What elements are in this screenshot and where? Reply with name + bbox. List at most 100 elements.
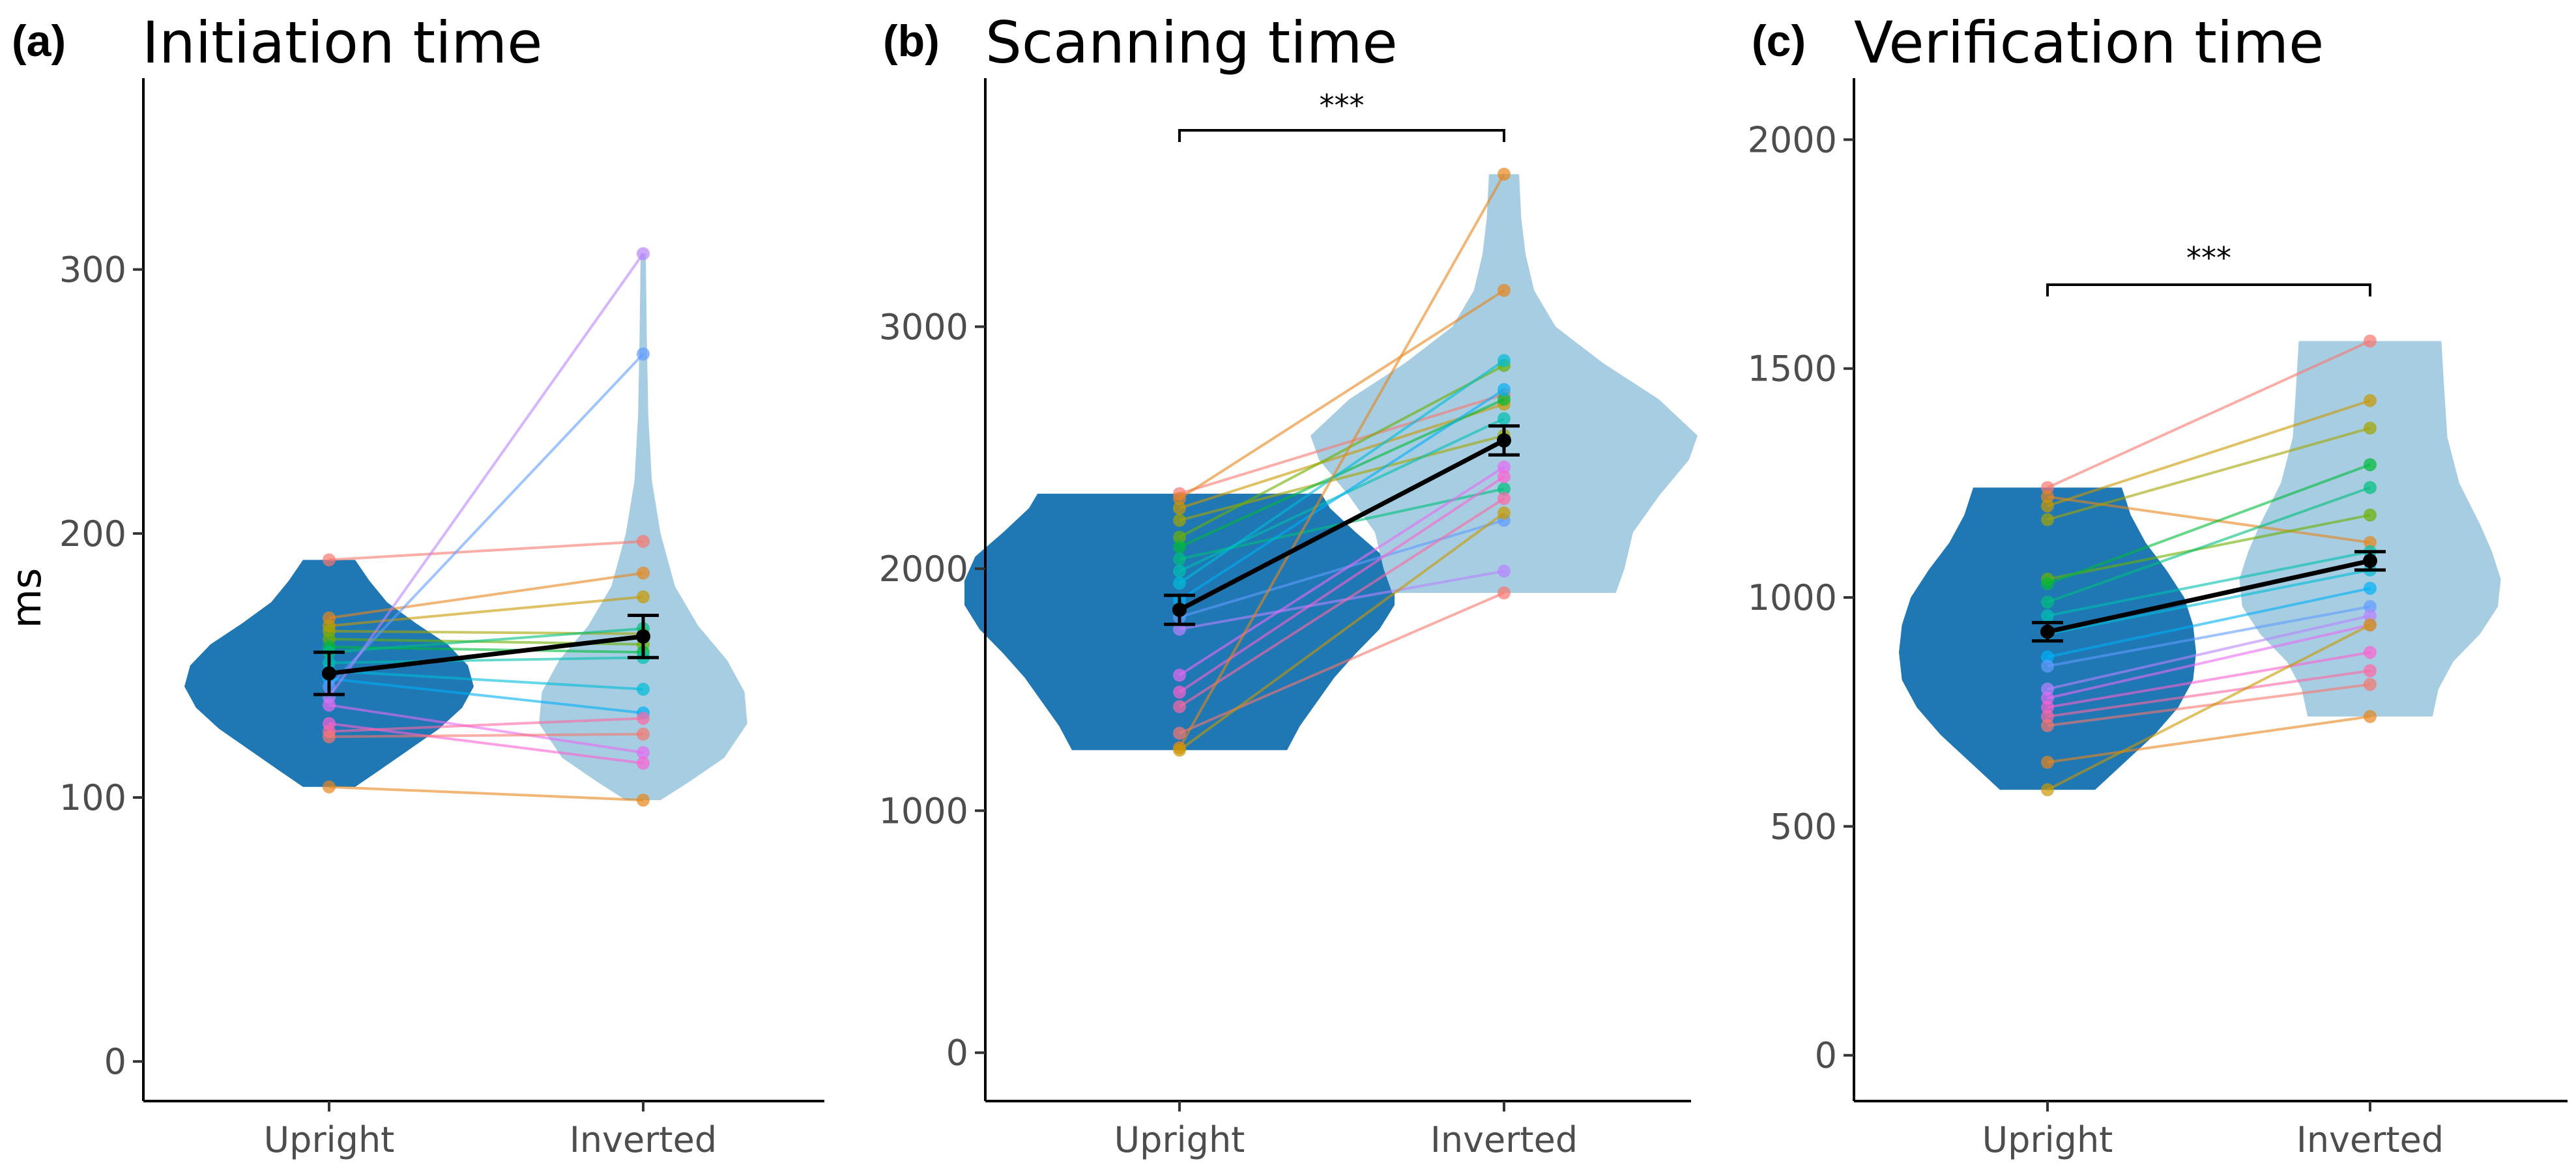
participant-point [2364,394,2377,407]
participant-point [1173,502,1186,515]
mean-line [328,634,644,676]
significance-label: *** [1320,88,1365,123]
plot-area: *** 0 1000 2000 3000 [879,78,1698,1111]
participant-point [2364,458,2377,472]
violin-inverted [539,253,747,801]
mean-point [2040,624,2055,639]
participant-line [328,677,644,715]
participant-line [1178,476,1505,693]
participant-point [1173,564,1186,578]
participant-point [2364,646,2377,659]
panel-letter: (a) [12,16,66,66]
participant-point [1498,354,1511,367]
participant-line [2047,339,2371,489]
y-tick-label: 1000 [1748,577,1837,618]
y-tick-label: 300 [59,250,126,291]
significance-label: *** [2186,240,2231,276]
panel-title: Verification time [1854,9,2324,76]
plot-area: 0 100 200 300 [59,78,824,1111]
participant-line [2047,683,2371,727]
mean-point [322,666,336,681]
participant-line [1178,289,1505,500]
participant-line [1179,403,1505,509]
participant-line [328,717,644,733]
participant-line [328,785,644,802]
participant-point [637,794,650,807]
participant-point [1498,460,1511,474]
participant-point [1498,564,1511,578]
participant-point [323,780,336,794]
x-tick-label-inverted: Inverted [570,1119,717,1160]
participant-line [1179,519,1505,619]
participant-point [1173,577,1186,590]
participant-point [1173,668,1186,682]
significance-bracket [1178,129,1505,142]
participant-point [2364,508,2377,522]
participant-point [1173,530,1186,544]
mean-line [1178,438,1505,612]
y-tick-label: 0 [104,1041,126,1082]
participant-point [2041,659,2054,673]
y-tick-label: 200 [59,513,126,554]
participant-point [2041,756,2054,769]
participant-point [1498,383,1511,396]
participant-point [1498,412,1511,425]
participant-line [2047,651,2371,709]
participant-line [2047,427,2371,521]
panel-letter: (c) [1752,16,1806,66]
participant-point [637,534,650,548]
participant-line [328,253,644,698]
participant-point [637,746,650,760]
participant-point [323,553,336,567]
y-tick-label: 2000 [1748,119,1837,160]
participant-line [2047,486,2371,603]
participant-point [2041,700,2054,714]
participant-line [2047,587,2371,659]
significance-bracket [2046,283,2371,296]
participant-point [1173,492,1186,506]
participant-line [328,571,644,620]
participant-point [2041,490,2054,504]
participant-point [2364,334,2377,348]
participant-line [1178,173,1505,749]
participant-line [1179,393,1505,495]
panel-b: (b) Scanning time *** 0 1000 2000 3000 Uprig… [879,9,1698,1160]
participant-point [2364,678,2377,691]
participant-point [2041,481,2054,495]
participant-line [2047,614,2371,691]
participant-line [1179,364,1505,539]
mean-point [636,629,650,644]
participant-point [1498,392,1511,406]
participant-line [1179,434,1505,522]
participant-line [2047,399,2371,508]
panel-c: (c) Verification time *** 0 500 1000 1500 200… [1748,9,2568,1160]
panel-title: Initiation time [142,9,542,76]
participant-point [637,682,650,696]
participant-line [2047,624,2371,700]
participant-point [2364,581,2377,595]
participant-point [1173,726,1186,740]
participant-line [2047,715,2371,764]
participant-point [2364,536,2377,549]
participant-point [637,727,650,741]
participant-line [1178,511,1505,752]
participant-point [2041,609,2054,623]
participant-point [1173,700,1186,713]
mean-point [1497,433,1511,448]
participant-point [2041,691,2054,705]
participant-point [1498,283,1511,297]
participant-point [637,347,650,361]
participant-point [1173,552,1186,566]
mean-point [1172,603,1187,617]
y-tick-label: 0 [1815,1035,1837,1076]
y-axis-label: ms [3,568,50,629]
participant-line [1178,466,1505,676]
participant-point [2041,595,2054,609]
participant-line [1179,569,1505,631]
participant-point [2041,783,2054,797]
y-tick-label: 2000 [879,549,968,590]
participant-point [1173,743,1186,757]
panel-title: Scanning time [985,9,1398,76]
participant-point [2364,600,2377,614]
participant-point [2041,577,2054,590]
